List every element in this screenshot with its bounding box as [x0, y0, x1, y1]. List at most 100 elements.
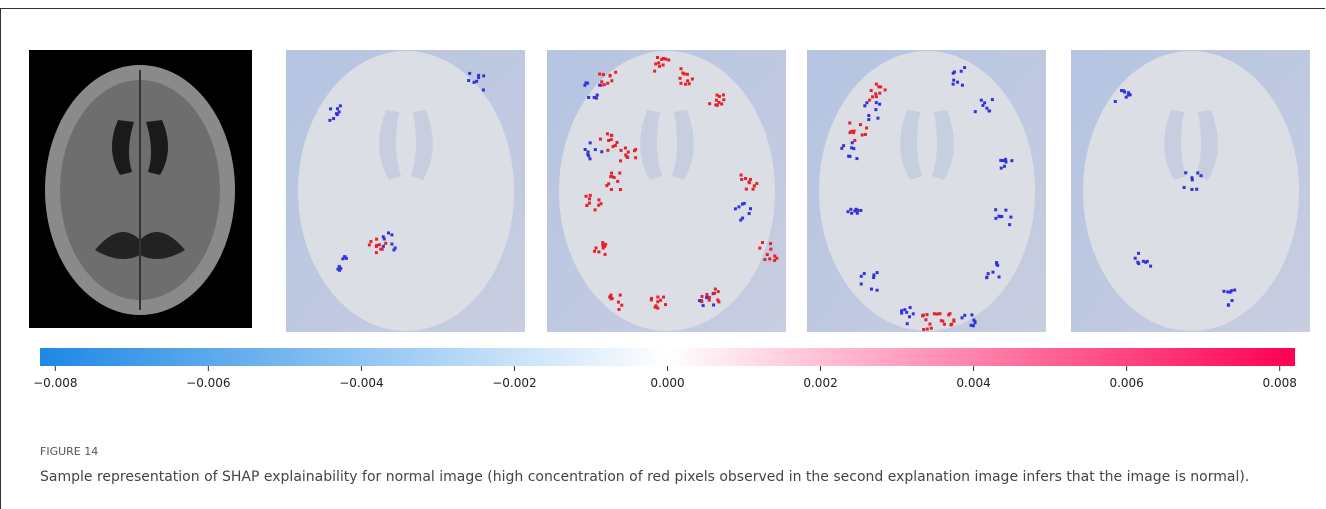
shap-pixel: [620, 304, 623, 307]
shap-pixel: [627, 151, 630, 154]
shap-pixel: [616, 141, 619, 144]
shap-pixel: [1231, 299, 1234, 302]
shap-pixel: [876, 271, 879, 274]
shap-pixel: [614, 144, 617, 147]
shap-pixel: [609, 294, 612, 297]
shap-pixel: [684, 83, 687, 86]
shap-pixel: [705, 293, 708, 296]
shap-pixel: [970, 313, 973, 316]
shap-pixel: [619, 188, 622, 191]
shap-pixel: [752, 188, 755, 191]
shap-pixel: [905, 311, 908, 314]
shap-pixel: [375, 238, 378, 241]
shap-pixel: [998, 275, 1001, 278]
shap-pixel: [848, 121, 851, 124]
shap-pixel: [1134, 257, 1137, 260]
shap-pixel: [597, 250, 600, 253]
shap-pixel: [743, 202, 746, 205]
shap-pixel: [722, 93, 725, 96]
shap-pixel: [842, 144, 845, 147]
shap-pixel: [662, 296, 665, 299]
shap-pixel: [634, 156, 637, 159]
shap-pixel: [875, 95, 878, 98]
shap-pixel: [656, 307, 659, 310]
shap-pixel: [713, 292, 716, 295]
shap-pixel: [660, 58, 663, 61]
shap-pixel: [952, 83, 955, 86]
shap-pixel: [1230, 289, 1233, 292]
shap-pixel: [594, 148, 597, 151]
shap-pixel: [912, 312, 915, 315]
shap-pixel: [634, 148, 637, 151]
shap-pixel: [739, 219, 742, 222]
shap-pixel: [1227, 304, 1230, 307]
shap-pixel: [878, 92, 881, 95]
shap-pixel: [587, 96, 590, 99]
shap-pixel: [614, 71, 617, 74]
shap-pixel: [1233, 289, 1236, 292]
shap-pixel: [994, 217, 997, 220]
tick-label: −0.002: [492, 376, 536, 390]
shap-pixel: [856, 209, 859, 212]
shap-pixel: [908, 315, 911, 318]
shap-pixel: [1000, 215, 1003, 218]
shap-pixel: [382, 245, 385, 248]
shap-pixel: [606, 82, 609, 85]
shap-pixel: [604, 243, 607, 246]
shap-pixel: [611, 297, 614, 300]
shap-pixel: [991, 271, 994, 274]
shap-pixel: [691, 78, 694, 81]
shap-pixel: [994, 208, 997, 211]
shap-pixel: [384, 242, 387, 245]
shap-pixel: [718, 95, 721, 98]
shap-pixel: [1190, 188, 1193, 191]
shap-pixel: [593, 96, 596, 99]
shap-pixel: [1222, 290, 1225, 293]
shap-pixel: [610, 172, 613, 175]
shap-pixel: [876, 117, 879, 120]
shap-pixel: [846, 210, 849, 213]
shap-pixel: [716, 104, 719, 107]
shap-pixel: [950, 323, 953, 326]
shap-pixel: [716, 298, 719, 301]
shap-pixel: [712, 303, 715, 306]
shap-pixel: [607, 139, 610, 142]
shap-pixel: [867, 118, 870, 121]
shap-pixel: [662, 63, 665, 66]
shap-pixel: [985, 276, 988, 279]
shap-pixel: [679, 67, 682, 70]
shap-pixel: [852, 147, 855, 150]
shap-pixel: [849, 131, 852, 134]
shap-pixel: [482, 74, 485, 77]
shap-pixel: [1123, 91, 1126, 94]
shap-pixel: [657, 61, 660, 64]
shap-pixel: [679, 77, 682, 80]
shap-pixel: [749, 178, 752, 181]
shap-pixel: [589, 141, 592, 144]
shap-pixel: [467, 79, 470, 82]
shap-pixel: [745, 188, 748, 191]
shap-pixel: [909, 306, 912, 309]
shap-pixel: [654, 62, 657, 65]
shap-pixel: [900, 309, 903, 312]
shap-pixel: [930, 327, 933, 330]
shap-pixel: [960, 70, 963, 73]
shap-pixel: [477, 76, 480, 79]
shap-pixel: [769, 242, 772, 245]
shap-pixel: [1144, 261, 1147, 264]
shap-pixel: [598, 84, 601, 87]
shap-pixel: [943, 323, 946, 326]
shap-pixel: [390, 243, 393, 246]
shap-pixel: [1149, 265, 1152, 268]
shap-pixel: [587, 154, 590, 157]
shap-pixel: [594, 208, 597, 211]
shap-pixel: [717, 101, 720, 104]
shap-pixel: [606, 132, 609, 135]
shap-pixel: [335, 112, 338, 115]
shap-pixel: [1003, 165, 1006, 168]
shap-pixel: [926, 313, 929, 316]
tick-label: −0.008: [33, 376, 77, 390]
shap-pixel: [714, 288, 717, 291]
shap-pixel: [343, 255, 346, 258]
